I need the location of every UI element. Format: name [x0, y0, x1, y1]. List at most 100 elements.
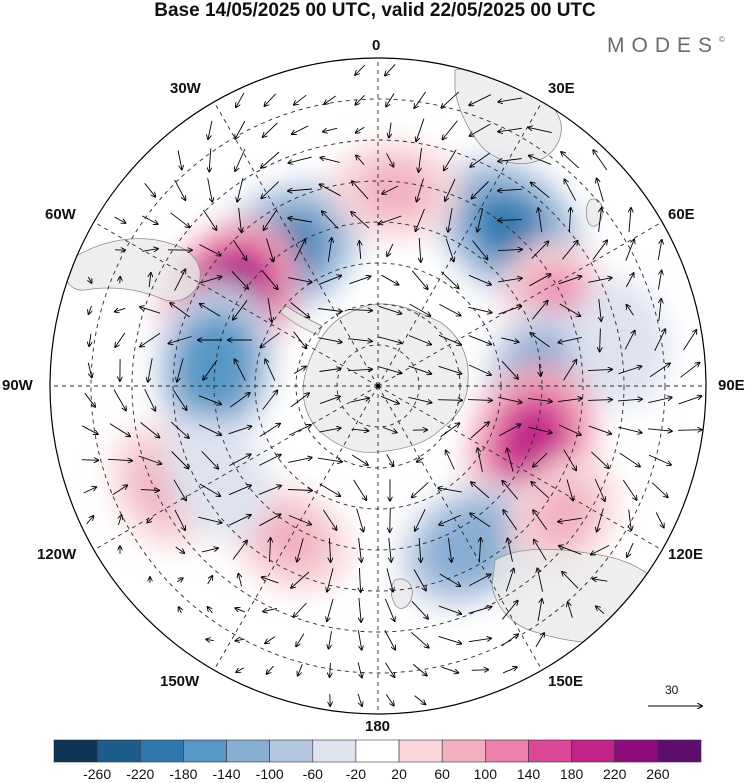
wind-vector [199, 483, 221, 496]
wind-vector [386, 453, 394, 466]
wind-vector [558, 517, 582, 522]
colorbar-tick-label: 100 [473, 766, 497, 782]
wind-vector [288, 277, 312, 283]
lon-label-30e: 30E [548, 80, 575, 97]
wind-vector [112, 485, 128, 496]
colorbar-tick-label: -140 [212, 766, 241, 782]
wind-vector [259, 424, 280, 437]
wind-vector [259, 514, 280, 527]
wind-vector [170, 212, 190, 228]
wind-vector [444, 149, 457, 171]
wind-vector [267, 665, 274, 674]
wind-vector [109, 423, 130, 437]
wind-vector [140, 332, 161, 346]
wind-vector [594, 478, 605, 501]
wind-vector [179, 607, 182, 614]
wind-vector [230, 393, 249, 408]
wind-vector [384, 598, 394, 621]
wind-vector [206, 639, 214, 640]
wind-vectors [81, 64, 702, 706]
wind-vector [260, 332, 280, 347]
wind-vector [173, 479, 186, 501]
lon-label-60w: 60W [45, 206, 76, 223]
wind-vector [596, 606, 605, 615]
wind-vector [261, 181, 280, 199]
wind-vector [597, 179, 604, 202]
wind-vector [468, 638, 491, 643]
wind-vector [173, 389, 186, 410]
wind-vector [587, 369, 612, 370]
wind-vector [387, 243, 394, 256]
wind-vector [528, 127, 552, 134]
meridian-line [377, 101, 543, 387]
wind-vector [648, 454, 671, 465]
wind-vector [438, 488, 462, 493]
wind-vector [229, 454, 250, 466]
wind-vector [356, 126, 365, 133]
wind-vector [651, 482, 668, 498]
wind-vector [592, 240, 607, 260]
wind-vector [498, 306, 522, 315]
wind-vector [478, 448, 483, 472]
wind-vector [619, 452, 640, 466]
wind-vector [437, 400, 462, 401]
wind-vector [505, 569, 513, 592]
wind-vector [288, 218, 312, 223]
wind-vector [200, 304, 221, 317]
wind-vector [625, 273, 633, 288]
wind-vector [330, 662, 331, 677]
wind-vector [412, 482, 429, 498]
wind-vector [503, 510, 518, 531]
wind-vector [140, 307, 161, 314]
lon-label-0: 0 [372, 37, 381, 54]
meridian-line [213, 101, 379, 387]
wind-vector [198, 516, 221, 523]
wind-vector [530, 333, 550, 348]
wind-vector [502, 481, 519, 500]
wind-vector [259, 455, 280, 466]
colorbar-tick-label: 20 [391, 766, 407, 782]
wind-vector [531, 482, 550, 499]
wind-vector [201, 548, 218, 553]
wind-vector [655, 512, 664, 528]
wind-vector [498, 127, 522, 131]
wind-vector [201, 450, 219, 468]
wind-vector [627, 305, 634, 316]
wind-vector [649, 363, 670, 378]
wind-vector [538, 208, 543, 232]
wind-vector [559, 546, 582, 555]
wind-vector [352, 181, 369, 200]
wind-vector [385, 64, 396, 75]
wind-vector [532, 301, 547, 320]
wind-vector [414, 695, 426, 705]
wind-vector [348, 339, 372, 342]
wind-vector [380, 395, 399, 403]
wind-vector [84, 392, 95, 407]
wind-vector [318, 457, 342, 462]
wind-vector [419, 237, 421, 262]
wind-vector [327, 238, 331, 262]
wind-vector [208, 607, 213, 614]
wind-vector [239, 208, 242, 232]
wind-vector [438, 635, 462, 643]
wind-vector [539, 363, 540, 376]
wind-vector [347, 369, 372, 370]
wind-vector [270, 538, 271, 563]
wind-vector [293, 366, 306, 374]
lon-label-180: 180 [365, 718, 391, 735]
antarctic-peninsula [279, 305, 323, 336]
wind-vector [319, 396, 340, 405]
wind-vector [384, 630, 395, 649]
wind-vector [319, 428, 340, 433]
wind-vector [358, 538, 362, 562]
wind-vector [411, 631, 428, 647]
meridian-line [377, 385, 543, 671]
wind-vector [199, 424, 221, 435]
wind-vector [177, 150, 182, 170]
wind-vector [382, 185, 399, 194]
wind-vector [622, 479, 636, 500]
wind-vector [470, 152, 491, 167]
wind-vector [414, 91, 427, 108]
meridian-line [93, 221, 379, 387]
wind-vector [174, 269, 186, 291]
